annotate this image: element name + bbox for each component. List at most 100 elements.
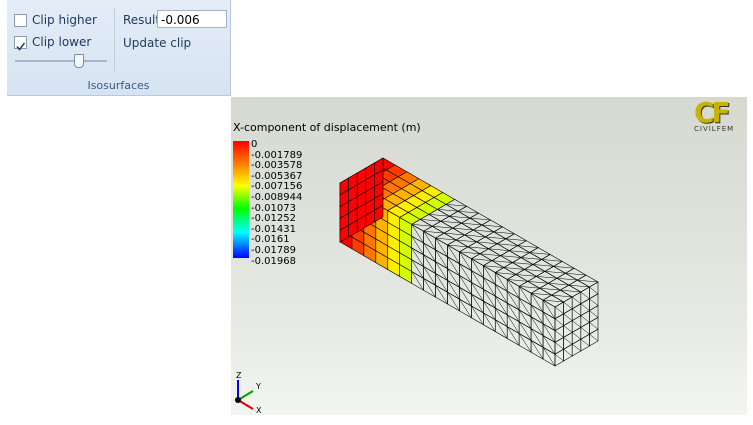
mesh-edge (529, 252, 551, 255)
mesh-edge (539, 287, 561, 291)
mesh-edge (565, 272, 587, 276)
mesh-edge (423, 231, 436, 251)
mesh-edge (542, 335, 556, 355)
mesh-edge (461, 222, 482, 226)
viewport[interactable] (231, 97, 747, 415)
legend-label: -0.01968 (251, 255, 296, 267)
mesh-edge (589, 322, 599, 330)
mesh-edge (577, 279, 599, 283)
mesh-edge (589, 334, 599, 342)
checkbox[interactable] (14, 14, 27, 27)
mesh-edge (517, 245, 539, 248)
mesh-edge (491, 260, 513, 263)
axis-origin (235, 397, 241, 403)
mesh-edge (554, 330, 564, 338)
mesh-edge (543, 299, 564, 303)
mesh-edge (423, 266, 436, 286)
mesh-edge (495, 272, 516, 275)
mesh-edge (483, 300, 496, 320)
mesh-edge (435, 273, 448, 293)
mesh-edge (518, 297, 532, 317)
mesh-edge (447, 280, 460, 300)
mesh-edge (509, 250, 530, 253)
mesh-edge (483, 289, 496, 309)
mesh-edge (589, 298, 599, 306)
mesh-edge (524, 269, 545, 272)
mesh-edge (456, 239, 477, 243)
mesh-edge (435, 249, 448, 269)
mesh-edge (411, 224, 424, 244)
mesh-edge (518, 321, 532, 341)
mesh-edge (507, 302, 520, 322)
mesh-edge (476, 241, 498, 245)
mesh-edge (411, 235, 424, 255)
mesh-edge (459, 275, 472, 295)
mesh-edge (459, 251, 472, 271)
mesh-edge (432, 225, 453, 229)
mesh-edge (507, 326, 520, 346)
axis-label: X (256, 406, 262, 415)
legend-label: -0.003578 (251, 160, 303, 172)
mesh-edge (563, 349, 573, 357)
result-input[interactable]: -0.006 (157, 10, 227, 28)
mesh-edge (483, 277, 496, 297)
mesh-edge (515, 274, 537, 277)
mesh-edge (485, 236, 506, 240)
legend-label: -0.01431 (251, 223, 296, 235)
checkbox[interactable] (14, 36, 27, 51)
mesh-edge (518, 286, 532, 306)
mesh-edge (435, 237, 448, 257)
mesh-edge (447, 244, 469, 248)
axis-label: Y (255, 382, 261, 391)
mesh-edge (423, 254, 436, 274)
result-label: Result (123, 13, 161, 27)
mesh-edge (542, 323, 556, 343)
mesh-edge (507, 279, 528, 282)
mesh-edge (572, 296, 581, 304)
mesh-edge (572, 332, 581, 340)
mesh-edge (473, 229, 494, 233)
mesh-edge (446, 204, 467, 207)
mesh-edge (563, 337, 573, 345)
mesh-edge (568, 284, 590, 288)
legend-label: -0.01073 (251, 202, 296, 214)
mesh-edge (483, 265, 496, 285)
mesh-edge (495, 296, 508, 315)
mesh-edge (542, 311, 556, 331)
mesh-edge (411, 259, 424, 279)
mesh-edge (437, 209, 459, 212)
mesh-edge (530, 293, 544, 313)
mesh-edge (497, 243, 518, 246)
mesh-edge (493, 231, 515, 235)
separator (114, 8, 115, 72)
mesh-edge (560, 289, 581, 293)
mesh-edge (471, 305, 484, 325)
mesh-edge (554, 354, 564, 362)
mesh-edge (449, 215, 470, 219)
mesh-edge (542, 347, 556, 367)
mesh-edge (542, 299, 556, 319)
slider-thumb[interactable] (74, 54, 84, 68)
mesh-edge (457, 210, 479, 214)
mesh-edge (527, 281, 549, 284)
mesh-edge (452, 227, 474, 231)
mesh-edge (554, 306, 564, 314)
color-bar (233, 141, 249, 258)
mesh-edge (488, 248, 510, 251)
legend-label: -0.007156 (251, 181, 303, 193)
checkbox-label[interactable]: Clip lower (32, 35, 92, 49)
mesh-edge (495, 307, 508, 327)
mesh-edge (459, 298, 472, 318)
mesh-edge (554, 342, 564, 350)
mesh-edge (589, 286, 599, 294)
logo: CF CIVILFEM (692, 96, 744, 134)
mesh-edge (411, 224, 433, 227)
check-mark (16, 42, 26, 51)
mesh-edge (572, 308, 581, 316)
checkbox-label[interactable]: Clip higher (32, 13, 97, 27)
mesh-edge (580, 291, 590, 299)
mesh-edge (411, 247, 424, 267)
mesh-edge (435, 237, 457, 241)
mesh-edge (459, 287, 472, 307)
update-clip-button[interactable]: Update clip (123, 36, 192, 50)
